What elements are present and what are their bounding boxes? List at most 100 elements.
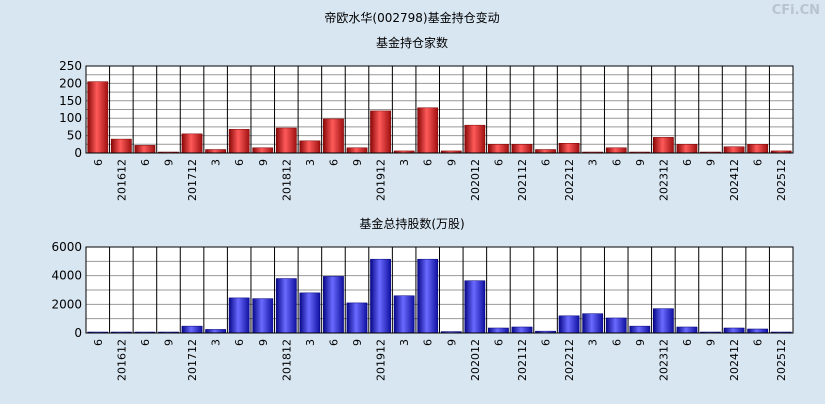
c2-bar-18 (511, 326, 533, 334)
c2-ytick-label: 4000 (51, 269, 82, 283)
c2-bar-13 (393, 295, 415, 334)
c1-bar-16 (464, 124, 486, 154)
c2-xtick-label: 6 (327, 339, 340, 346)
c2-bar-8 (275, 278, 297, 334)
c2-bar-22 (605, 317, 627, 334)
watermark: CFi.CN (772, 3, 820, 18)
c1-xtick-label: 6 (492, 159, 505, 166)
c2-bar-28 (747, 328, 769, 334)
c1-bar-28 (747, 144, 769, 154)
c1-ytick-label: 200 (59, 76, 82, 90)
c1-ytick-label: 250 (59, 59, 82, 73)
c1-xtick-label: 9 (634, 159, 647, 166)
c2-ytick-label: 6000 (51, 240, 82, 254)
c2-xtick-label: 6 (610, 339, 623, 346)
c1-xtick-label: 3 (210, 159, 223, 166)
c1-xtick-label: 3 (398, 159, 411, 166)
c1-xtick-label: 9 (351, 159, 364, 166)
chart-total-shares: 0 2000 4000 6000 6 201612 6 9 201712 3 6 9 201812 3 6 9… (51, 240, 794, 381)
c1-ytick-label: 0 (74, 146, 82, 160)
c1-bar-2 (134, 145, 156, 154)
c1-bar-0 (87, 81, 109, 154)
c1-xtick-label: 201812 (280, 159, 293, 201)
c1-plot-border (85, 65, 794, 154)
c1-bar-9 (299, 140, 321, 154)
c2-plot-border (85, 246, 794, 334)
c2-xtick-label: 202512 (775, 339, 788, 381)
c2-xtick-label: 6 (233, 339, 246, 346)
c1-bar-8 (275, 127, 297, 154)
c1-xtick-label: 201912 (375, 159, 388, 201)
c2-bar-25 (676, 326, 698, 334)
c1-ytick-label: 150 (59, 94, 82, 108)
c1-bar-20 (558, 143, 580, 154)
chart1-title: 基金持仓家数 (376, 35, 448, 50)
c1-xtick-label: 9 (162, 159, 175, 166)
c2-bar-12 (370, 258, 391, 334)
c1-bar-1 (110, 138, 132, 154)
c1-bar-12 (370, 110, 391, 154)
c2-xtick-label: 3 (398, 339, 411, 346)
c2-xtick-label: 202412 (728, 339, 741, 381)
c2-xtick-label: 9 (162, 339, 175, 346)
c1-xtick-label: 201612 (115, 159, 128, 201)
chart2-title: 基金总持股数(万股) (359, 216, 464, 231)
c1-xtick-label: 6 (92, 159, 105, 166)
c2-xtick-label: 6 (540, 339, 553, 346)
c2-bar-16 (464, 280, 486, 334)
c2-xtick-label: 6 (139, 339, 152, 346)
c2-xtick-label: 9 (634, 339, 647, 346)
c2-bar-6 (228, 297, 250, 334)
c1-xtick-label: 202512 (775, 159, 788, 201)
c1-xtick-label: 201712 (186, 159, 199, 201)
c1-ytick-label: 100 (59, 111, 82, 125)
c1-ytick-label: 50 (67, 129, 82, 143)
c2-xtick-label: 3 (304, 339, 317, 346)
c2-xtick-label: 202312 (657, 339, 670, 381)
c1-xtick-label: 202112 (516, 159, 529, 201)
c2-xtick-label: 201912 (375, 339, 388, 381)
c1-bar-24 (652, 137, 674, 154)
c1-xtick-label: 6 (233, 159, 246, 166)
c1-xtick-label: 202212 (563, 159, 576, 201)
c1-xtick-label: 6 (752, 159, 765, 166)
c1-xtick-label: 6 (681, 159, 694, 166)
c2-ytick-label: 2000 (51, 297, 82, 311)
c2-bar-17 (488, 327, 509, 334)
c1-xtick-label: 6 (139, 159, 152, 166)
c2-ytick-label: 0 (74, 326, 82, 340)
c1-xtick-label: 6 (422, 159, 435, 166)
c1-bar-17 (488, 144, 509, 154)
c2-bar-5 (205, 329, 227, 334)
c1-xtick-label: 3 (587, 159, 600, 166)
c1-xtick-label: 6 (610, 159, 623, 166)
c2-xtick-label: 6 (681, 339, 694, 346)
c1-bar-27 (723, 146, 745, 154)
page-title: 帝欧水华(002798)基金持仓变动 (324, 10, 499, 25)
c1-xtick-label: 9 (705, 159, 718, 166)
c1-xtick-label: 6 (540, 159, 553, 166)
c1-bar-7 (252, 147, 274, 154)
c1-xtick-label: 202412 (728, 159, 741, 201)
c1-bar-25 (676, 144, 698, 154)
c1-bar-22 (605, 147, 627, 154)
c1-xtick-label: 9 (257, 159, 270, 166)
c2-xtick-label: 3 (587, 339, 600, 346)
c1-bar-5 (205, 149, 227, 154)
c2-xtick-label: 9 (445, 339, 458, 346)
c2-bar-24 (652, 308, 674, 334)
c1-bar-18 (511, 144, 533, 154)
c1-bar-6 (228, 129, 250, 154)
c1-xtick-label: 202312 (657, 159, 670, 201)
c1-xtick-label: 3 (304, 159, 317, 166)
c2-bar-9 (299, 292, 321, 334)
c1-xtick-label: 6 (327, 159, 340, 166)
c1-bar-11 (346, 147, 368, 154)
c1-bar-14 (417, 107, 439, 154)
c2-xtick-label: 201712 (186, 339, 199, 381)
c2-xtick-label: 202212 (563, 339, 576, 381)
c2-bar-7 (252, 298, 274, 334)
c2-xtick-label: 201812 (280, 339, 293, 381)
